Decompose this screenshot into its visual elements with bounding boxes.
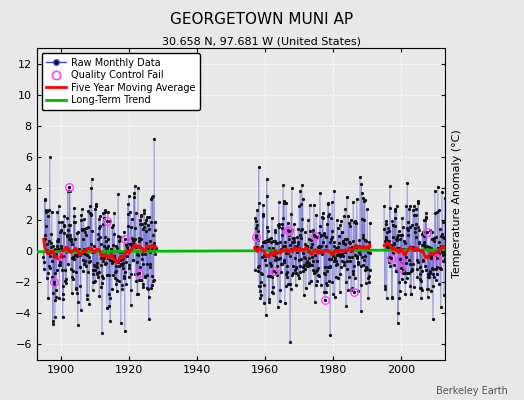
Text: Berkeley Earth: Berkeley Earth (436, 386, 508, 396)
Legend: Raw Monthly Data, Quality Control Fail, Five Year Moving Average, Long-Term Tren: Raw Monthly Data, Quality Control Fail, … (41, 53, 200, 110)
Y-axis label: Temperature Anomaly (°C): Temperature Anomaly (°C) (452, 130, 462, 278)
Text: GEORGETOWN MUNI AP: GEORGETOWN MUNI AP (170, 12, 354, 27)
Text: 30.658 N, 97.681 W (United States): 30.658 N, 97.681 W (United States) (162, 36, 362, 46)
